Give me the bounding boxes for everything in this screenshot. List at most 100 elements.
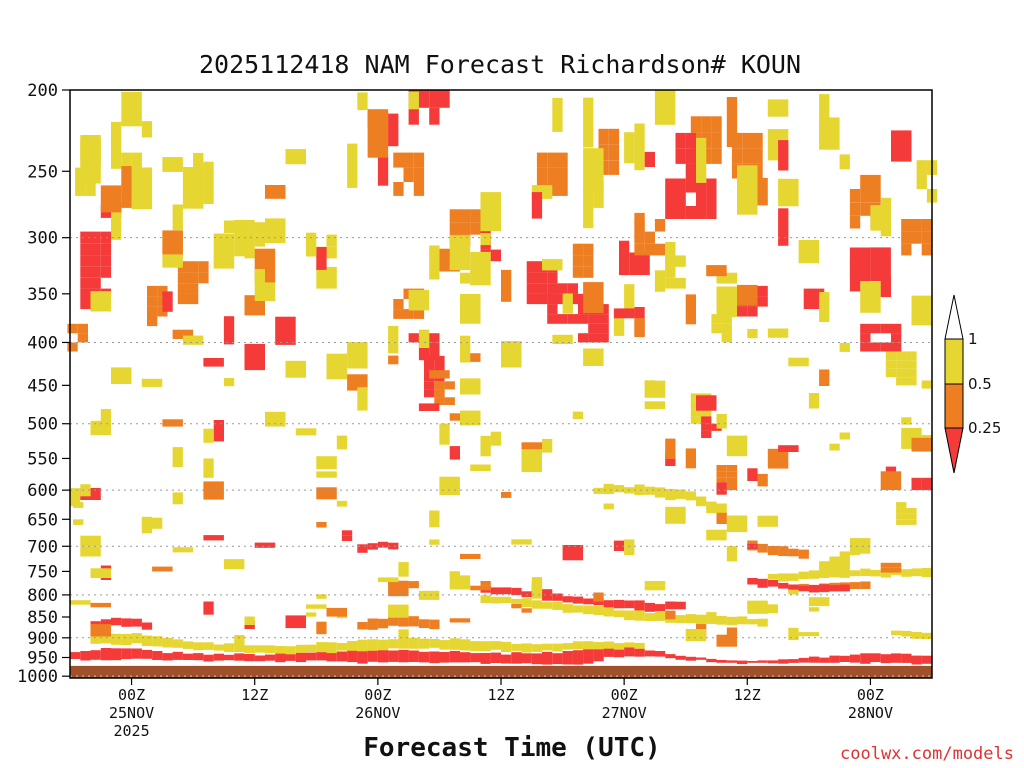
ri-cell-mid: [157, 296, 168, 307]
ri-cell-high: [234, 644, 245, 652]
ri-cell-high: [644, 581, 655, 586]
ri-cell-low: [849, 654, 861, 663]
ri-cell-low: [295, 652, 307, 663]
ri-cell-low: [701, 416, 712, 424]
ri-cell-high: [808, 597, 830, 607]
ri-cell-high: [152, 636, 163, 647]
ri-cell-mid: [572, 243, 584, 256]
ri-cell-low: [619, 264, 630, 276]
ri-cell-high: [172, 492, 183, 505]
ri-cell-high: [306, 604, 327, 609]
ri-cell-high: [131, 152, 142, 168]
ri-cell-mid: [870, 189, 881, 203]
ri-cell-high: [141, 378, 163, 387]
ri-cell-low: [213, 653, 224, 661]
ri-cell-mid: [536, 167, 548, 182]
ri-cell-low: [588, 323, 599, 334]
ri-cell-low: [480, 225, 491, 238]
ri-cell-mid: [860, 202, 871, 216]
x-tick-label: 00Z: [118, 686, 145, 704]
ri-cell-mid: [388, 615, 399, 626]
ri-cell-mid: [665, 610, 676, 620]
y-tick-label: 850: [27, 608, 58, 628]
ri-cell-low: [203, 601, 214, 615]
ri-cell-high: [808, 607, 820, 612]
ri-cell-low: [778, 659, 789, 664]
ri-cell-low: [547, 272, 558, 284]
ri-cell-mid: [67, 342, 78, 352]
ri-cell-high: [644, 401, 666, 409]
x-tick-label: 27NOV: [602, 704, 647, 722]
ri-cell-high: [490, 431, 501, 446]
y-tick-label: 750: [27, 562, 58, 582]
y-tick-label: 900: [27, 629, 58, 649]
ri-cell-high: [90, 635, 101, 644]
ri-cell-high: [721, 323, 732, 334]
ri-cell-high: [839, 154, 850, 170]
ri-cell-high: [285, 149, 306, 165]
ri-cell-mid: [326, 607, 347, 617]
ri-cell-high: [275, 646, 286, 654]
ri-cell-high: [75, 167, 86, 182]
ri-cell-mid: [413, 309, 425, 319]
ri-cell-high: [254, 234, 265, 247]
ri-cell-mid: [521, 608, 532, 613]
ri-cell-high: [737, 187, 758, 215]
credit-text: coolwx.com/models: [840, 744, 1014, 764]
ri-cell-high: [716, 503, 727, 516]
data-cells-group: [67, 90, 938, 665]
ri-cell-high: [778, 573, 789, 582]
ri-cell-low: [357, 650, 368, 664]
ri-cell-low: [598, 333, 609, 343]
ri-cell-high: [613, 485, 625, 493]
colorbar-bin-high: [944, 338, 964, 385]
ri-cell-high: [726, 515, 748, 533]
ri-cell-high: [706, 612, 717, 621]
ri-cell-low: [193, 653, 204, 661]
ri-cell-mid: [388, 355, 399, 365]
ri-cell-low: [747, 578, 758, 585]
ri-cell-high: [690, 416, 702, 424]
ri-cell-high: [849, 538, 871, 554]
ri-cell-high: [80, 551, 91, 557]
ri-cell-low: [531, 653, 543, 665]
ri-cell-low: [778, 208, 789, 246]
ri-cell-low: [747, 661, 758, 663]
ri-cell-mid: [480, 581, 491, 586]
ri-cell-mid: [644, 231, 655, 244]
ri-cell-high: [388, 604, 409, 618]
ri-cell-low: [701, 430, 712, 438]
ri-cell-low: [316, 247, 327, 270]
ri-cell-low: [285, 615, 306, 629]
ri-cell-mid: [90, 624, 111, 637]
ri-cell-low: [588, 314, 599, 324]
ri-cell-mid: [511, 603, 522, 609]
ri-cell-low: [665, 654, 676, 659]
ri-cell-high: [644, 486, 655, 495]
ri-cell-high: [336, 435, 348, 450]
ri-cell-mid: [860, 581, 871, 589]
ri-cell-mid: [147, 296, 158, 307]
ri-cell-low: [665, 192, 676, 206]
colorbar-bin-mid: [944, 383, 964, 429]
ri-cell-low: [388, 650, 399, 662]
ri-cell-high: [265, 411, 286, 427]
ri-cell-low: [778, 445, 799, 452]
ri-cell-high: [747, 600, 768, 614]
ri-cell-high: [357, 387, 368, 411]
ri-cell-low: [213, 420, 224, 442]
ri-cell-mid: [849, 215, 861, 229]
ri-cell-mid: [716, 465, 727, 472]
ri-cell-low: [429, 342, 440, 352]
ri-cell-mid: [367, 109, 389, 158]
ri-cell-high: [542, 602, 553, 609]
ri-cell-high: [100, 409, 112, 424]
ri-cell-low: [901, 653, 912, 663]
ri-cell-low: [80, 299, 91, 310]
ri-cell-high: [716, 413, 727, 429]
ri-cell-high: [654, 270, 666, 292]
ri-cell-low: [675, 132, 686, 149]
ri-cell-low: [90, 243, 101, 256]
ri-cell-low: [254, 542, 276, 548]
